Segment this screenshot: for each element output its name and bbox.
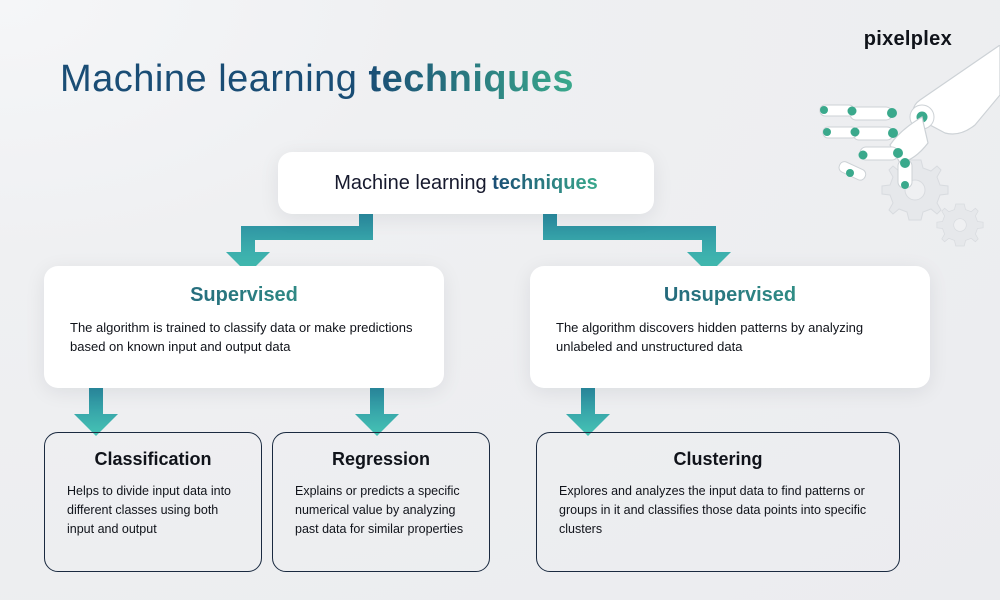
leaf-regression-desc: Explains or predicts a specific numerica…	[295, 482, 467, 538]
branch-supervised: Supervised The algorithm is trained to c…	[44, 266, 444, 388]
root-label-bold: techniques	[492, 172, 598, 194]
leaf-regression-title: Regression	[295, 449, 467, 470]
leaf-clustering-desc: Explores and analyzes the input data to …	[559, 482, 877, 538]
branch-unsupervised: Unsupervised The algorithm discovers hid…	[530, 266, 930, 388]
root-node: Machine learning techniques	[278, 152, 654, 214]
leaf-classification: Classification Helps to divide input dat…	[44, 432, 262, 572]
root-label-thin: Machine learning	[334, 172, 492, 194]
leaf-classification-title: Classification	[67, 449, 239, 470]
branch-unsupervised-desc: The algorithm discovers hidden patterns …	[556, 319, 904, 357]
title-bold: techniques	[368, 58, 574, 100]
title-thin: Machine learning	[60, 58, 368, 100]
robot-hand-illustration	[750, 45, 1000, 265]
branch-supervised-title: Supervised	[70, 284, 418, 307]
leaf-regression: Regression Explains or predicts a specif…	[272, 432, 490, 572]
leaf-classification-desc: Helps to divide input data into differen…	[67, 482, 239, 538]
branch-supervised-desc: The algorithm is trained to classify dat…	[70, 319, 418, 357]
leaf-clustering: Clustering Explores and analyzes the inp…	[536, 432, 900, 572]
branch-unsupervised-title: Unsupervised	[556, 284, 904, 307]
leaf-clustering-title: Clustering	[559, 449, 877, 470]
page-title: Machine learning techniques	[60, 58, 574, 101]
